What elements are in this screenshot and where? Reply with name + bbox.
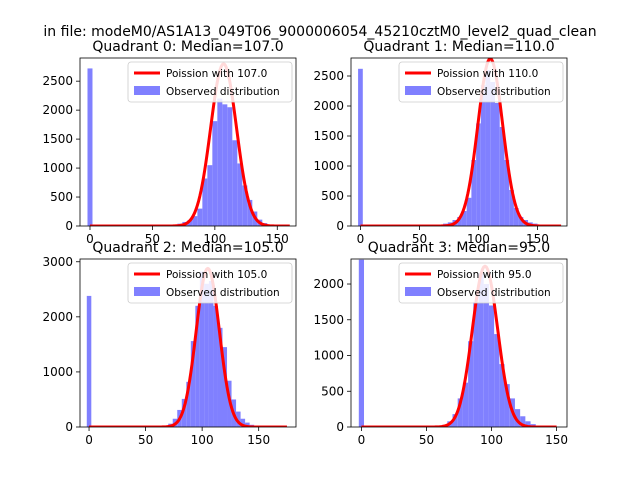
subplot-title: Quadrant 3: Median=95.0 bbox=[368, 240, 550, 256]
y-tick-label: 0 bbox=[65, 219, 73, 233]
legend: Poission with 110.0 Observed distribution bbox=[399, 62, 563, 102]
subplot-title: Quadrant 1: Median=110.0 bbox=[363, 39, 554, 55]
histogram-bar bbox=[217, 99, 222, 226]
histogram-bar bbox=[359, 260, 364, 427]
legend-label: Poission with 107.0 bbox=[166, 68, 267, 80]
legend: Poission with 105.0 Observed distribution bbox=[128, 263, 292, 303]
legend-label: Observed distribution bbox=[166, 86, 280, 98]
histogram-bar bbox=[87, 68, 92, 226]
histogram-bar bbox=[212, 121, 217, 226]
x-tick-label: 50 bbox=[138, 433, 153, 447]
legend-label: Poission with 105.0 bbox=[166, 269, 267, 281]
x-tick-label: 150 bbox=[247, 433, 270, 447]
y-tick-label: 1500 bbox=[313, 313, 344, 327]
legend: Poission with 107.0 Observed distribution bbox=[128, 62, 292, 102]
y-tick-label: 1500 bbox=[42, 132, 73, 146]
histogram-bar bbox=[207, 165, 212, 226]
y-tick-label: 1500 bbox=[313, 129, 344, 143]
y-tick-label: 1000 bbox=[42, 161, 73, 175]
histogram-bar bbox=[222, 104, 227, 226]
x-tick-label: 0 bbox=[85, 433, 93, 447]
y-tick-label: 2500 bbox=[42, 74, 73, 88]
x-tick-label: 100 bbox=[191, 433, 214, 447]
legend-hist-swatch bbox=[134, 287, 160, 296]
y-tick-label: 500 bbox=[321, 384, 344, 398]
x-tick-label: 50 bbox=[419, 433, 434, 447]
legend-label: Observed distribution bbox=[166, 287, 280, 299]
figure-suptitle: in file: modeM0/AS1A13_049T06_9000006054… bbox=[43, 24, 596, 40]
legend-hist-swatch bbox=[405, 287, 431, 296]
legend-label: Observed distribution bbox=[437, 287, 551, 299]
histogram-bar bbox=[87, 296, 92, 427]
y-tick-label: 3000 bbox=[42, 255, 73, 269]
legend: Poission with 95.0 Observed distribution bbox=[399, 263, 563, 303]
histogram-bar bbox=[494, 334, 499, 427]
y-tick-label: 1000 bbox=[42, 365, 73, 379]
subplot-2: 0 50 100 150 0 1000 2000 3000 Quadrant 2: Median… bbox=[42, 240, 296, 447]
y-tick-label: 2500 bbox=[313, 69, 344, 83]
legend-label: Observed distribution bbox=[437, 86, 551, 98]
histogram-bar bbox=[197, 209, 202, 226]
y-tick-label: 1000 bbox=[313, 159, 344, 173]
histogram-bar bbox=[204, 284, 209, 427]
y-tick-label: 2000 bbox=[42, 310, 73, 324]
x-tick-label: 150 bbox=[545, 433, 568, 447]
y-tick-label: 500 bbox=[321, 189, 344, 203]
legend-label: Poission with 95.0 bbox=[437, 269, 532, 281]
subplot-title: Quadrant 2: Median=105.0 bbox=[92, 240, 283, 256]
legend-hist-swatch bbox=[405, 86, 431, 95]
y-tick-label: 2000 bbox=[42, 103, 73, 117]
histogram-bar bbox=[227, 107, 232, 226]
histogram-bar bbox=[490, 82, 495, 226]
y-tick-label: 0 bbox=[336, 420, 344, 434]
y-tick-label: 2000 bbox=[313, 277, 344, 291]
histogram-bar bbox=[484, 284, 489, 427]
legend-hist-swatch bbox=[134, 86, 160, 95]
x-tick-label: 100 bbox=[480, 433, 503, 447]
y-tick-label: 2000 bbox=[313, 99, 344, 113]
legend-label: Poission with 110.0 bbox=[437, 68, 538, 80]
x-tick-label: 0 bbox=[357, 232, 365, 246]
histogram-bar bbox=[489, 305, 494, 427]
x-tick-label: 0 bbox=[358, 433, 366, 447]
y-tick-label: 0 bbox=[336, 219, 344, 233]
y-tick-label: 500 bbox=[50, 190, 73, 204]
histogram-bar bbox=[358, 69, 363, 226]
histogram-bar bbox=[495, 103, 500, 226]
y-tick-label: 1000 bbox=[313, 349, 344, 363]
histogram-bar bbox=[232, 140, 237, 226]
y-tick-label: 0 bbox=[65, 420, 73, 434]
subplot-title: Quadrant 0: Median=107.0 bbox=[92, 39, 283, 55]
